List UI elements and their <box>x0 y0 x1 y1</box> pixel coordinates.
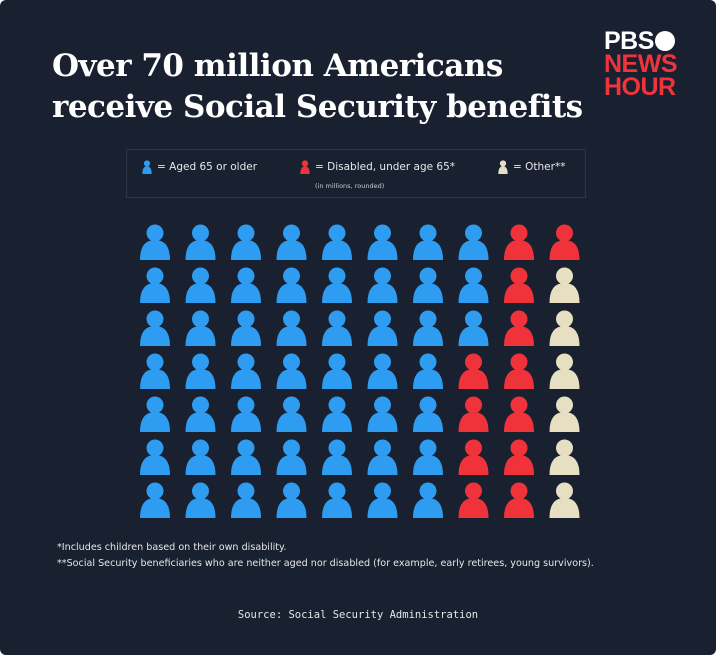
person-icon-aged <box>322 439 352 475</box>
person-icon-disabled <box>504 353 534 389</box>
person-icon-aged <box>413 310 443 346</box>
person-icon-aged <box>185 439 216 475</box>
person-icon-other <box>549 439 580 475</box>
person-icon-aged <box>322 353 352 389</box>
person-icon-aged <box>140 267 170 303</box>
person-icon-disabled <box>458 482 489 518</box>
person-icon-aged <box>140 439 170 475</box>
person-icon-aged <box>367 310 398 346</box>
person-icon-aged <box>231 224 261 260</box>
person-icon-aged <box>185 353 216 389</box>
person-icon-aged <box>185 267 216 303</box>
person-icon-aged <box>185 310 216 346</box>
person-icon-aged <box>185 482 216 518</box>
legend-item-aged: = Aged 65 or older <box>141 160 257 174</box>
person-icon-aged <box>413 482 443 518</box>
person-icon-aged <box>413 353 443 389</box>
page-title: Over 70 million Americans receive Social… <box>52 46 583 128</box>
source-text: Source: Social Security Administration <box>237 609 479 621</box>
person-icon-aged <box>185 396 216 432</box>
person-icon-aged <box>322 396 352 432</box>
person-icon-aged <box>367 224 398 260</box>
person-icon-aged <box>413 439 443 475</box>
legend-item-other: = Other** <box>497 160 565 174</box>
person-icon-disabled <box>549 224 580 260</box>
pictogram-grid <box>140 224 580 518</box>
person-icon-disabled <box>458 353 489 389</box>
pbs-newshour-logo: PBS NEWS HOUR <box>604 27 678 101</box>
person-icon-aged <box>231 396 261 432</box>
person-icon-disabled <box>504 439 534 475</box>
footnote-1: *Includes children based on their own di… <box>57 542 287 553</box>
person-icon-aged <box>276 353 307 389</box>
person-icon-aged <box>276 439 307 475</box>
person-icon-aged <box>140 482 170 518</box>
person-icon-aged <box>413 224 443 260</box>
person-icon-aged <box>231 482 261 518</box>
footnote-2: **Social Security beneficiaries who are … <box>57 558 594 569</box>
legend-item-disabled: = Disabled, under age 65* <box>299 160 455 174</box>
person-icon-aged <box>231 439 261 475</box>
person-icon-aged <box>458 310 489 346</box>
person-icon-aged <box>413 396 443 432</box>
person-icon <box>300 160 310 174</box>
person-icon-disabled <box>504 396 534 432</box>
legend-note: (in millions, rounded) <box>315 182 385 190</box>
person-icon-aged <box>185 224 216 260</box>
person-icon-other <box>549 482 580 518</box>
person-icon-aged <box>322 267 352 303</box>
person-icon-aged <box>231 267 261 303</box>
person-icon-aged <box>367 267 398 303</box>
person-icon-disabled <box>458 396 489 432</box>
person-icon-aged <box>367 353 398 389</box>
person-icon-aged <box>322 482 352 518</box>
title-line-1: Over 70 million Americans <box>52 48 503 84</box>
person-icon-other <box>549 353 580 389</box>
person-icon-aged <box>276 482 307 518</box>
person-icon-aged <box>231 310 261 346</box>
person-icon-aged <box>413 267 443 303</box>
person-icon-other <box>549 267 580 303</box>
person-icon-aged <box>276 310 307 346</box>
legend: = Aged 65 or older = Disabled, under age… <box>126 149 586 198</box>
person-icon-aged <box>276 396 307 432</box>
person-icon-other <box>549 310 580 346</box>
person-icon-disabled <box>504 310 534 346</box>
person-icon-disabled <box>458 439 489 475</box>
footnotes: *Includes children based on their own di… <box>57 540 594 572</box>
person-icon-aged <box>322 310 352 346</box>
person-icon-aged <box>367 482 398 518</box>
person-icon-aged <box>140 396 170 432</box>
person-icon-aged <box>367 439 398 475</box>
person-icon-disabled <box>504 267 534 303</box>
person-icon <box>498 160 508 174</box>
person-icon-other <box>549 396 580 432</box>
person-icon <box>142 160 152 174</box>
person-icon-disabled <box>504 482 534 518</box>
person-icon-aged <box>458 224 489 260</box>
title-line-2: receive Social Security benefits <box>52 89 583 125</box>
person-icon-aged <box>140 224 170 260</box>
person-icon-aged <box>276 267 307 303</box>
person-icon-aged <box>140 353 170 389</box>
person-icon-aged <box>140 310 170 346</box>
person-icon-aged <box>231 353 261 389</box>
person-icon-disabled <box>504 224 534 260</box>
person-icon-aged <box>458 267 489 303</box>
person-icon-aged <box>322 224 352 260</box>
person-icon-aged <box>367 396 398 432</box>
person-icon-aged <box>276 224 307 260</box>
